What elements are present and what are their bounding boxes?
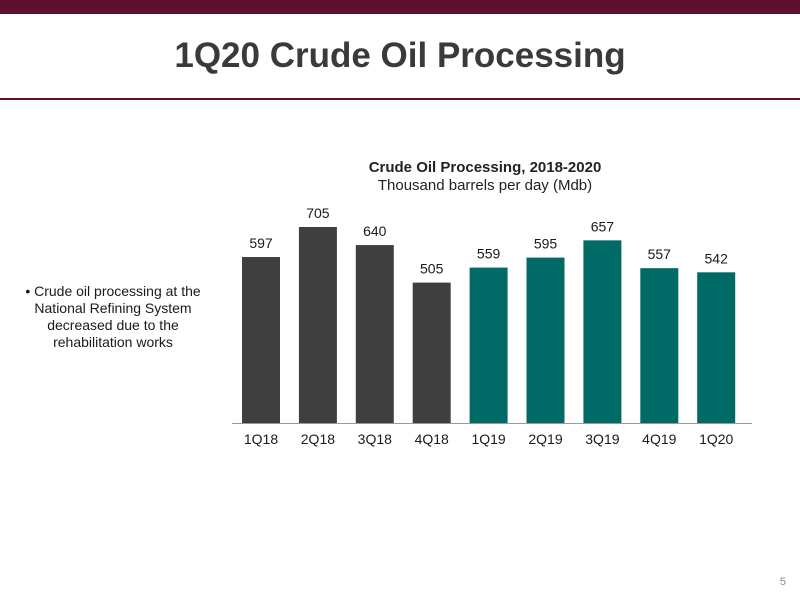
data-label-3q18: 640 (363, 223, 387, 239)
x-tick-label-1q19: 1Q19 (471, 431, 505, 447)
x-tick-label-4q18: 4Q18 (415, 431, 449, 447)
bar-1q19 (469, 267, 508, 423)
data-label-4q19: 557 (648, 246, 672, 262)
bar-2q19 (526, 257, 565, 423)
data-label-3q19: 657 (591, 218, 615, 234)
x-tick-label-1q20: 1Q20 (699, 431, 733, 447)
data-label-1q20: 542 (705, 250, 729, 266)
data-label-1q18: 597 (249, 235, 273, 251)
bar-4q19 (640, 268, 679, 423)
x-tick-label-4q19: 4Q19 (642, 431, 676, 447)
page-title: 1Q20 Crude Oil Processing (174, 36, 626, 75)
title-divider (0, 98, 800, 100)
top-accent-bar (0, 0, 800, 14)
bar-1q18 (242, 257, 280, 423)
chart-subtitle: Thousand barrels per day (Mdb) (377, 177, 593, 194)
data-label-2q19: 595 (534, 236, 558, 252)
bullet-text: • Crude oil processing at the National R… (25, 283, 201, 350)
page-number: 5 (779, 576, 786, 588)
x-tick-label-3q19: 3Q19 (585, 431, 619, 447)
bar-3q18 (355, 245, 394, 423)
data-label-1q19: 559 (477, 246, 501, 262)
data-label-4q18: 505 (420, 261, 444, 277)
bar-1q20 (697, 272, 736, 423)
chart-title: Crude Oil Processing, 2018-2020 (368, 159, 602, 176)
bar-4q18 (412, 282, 451, 423)
x-tick-label-2q18: 2Q18 (301, 431, 335, 447)
data-label-2q18: 705 (306, 205, 330, 221)
bar-2q18 (298, 227, 337, 423)
bar-3q19 (583, 240, 622, 423)
x-tick-label-3q18: 3Q18 (358, 431, 392, 447)
x-tick-label-1q18: 1Q18 (244, 431, 278, 447)
x-tick-label-2q19: 2Q19 (528, 431, 562, 447)
